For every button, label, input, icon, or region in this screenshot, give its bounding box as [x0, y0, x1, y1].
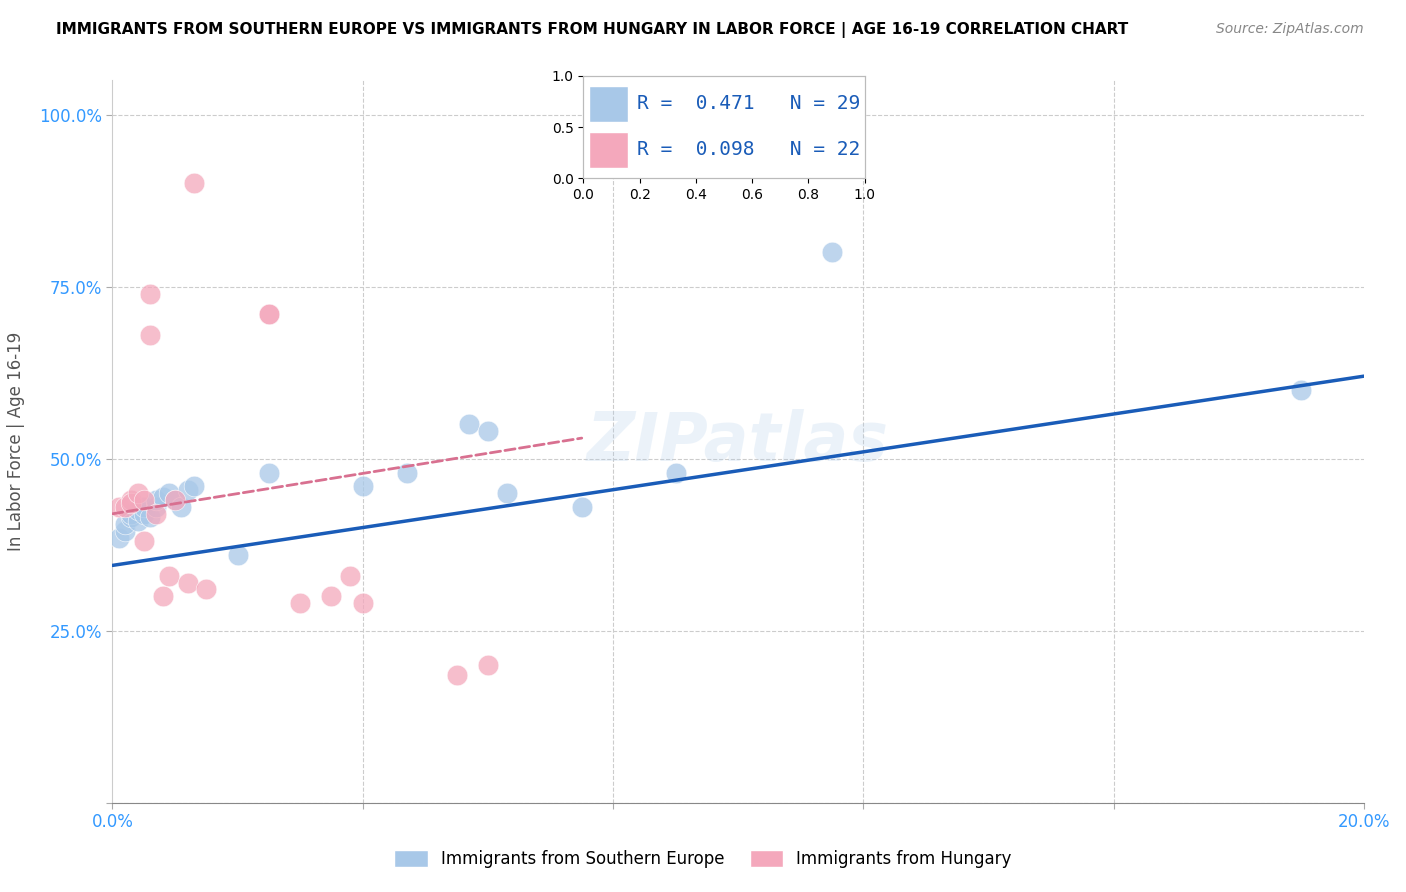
Point	[257, 307, 280, 321]
Point	[571, 500, 593, 514]
Point	[195, 582, 218, 597]
Text: R =  0.098   N = 22: R = 0.098 N = 22	[637, 140, 860, 159]
Text: IMMIGRANTS FROM SOUTHERN EUROPE VS IMMIGRANTS FROM HUNGARY IN LABOR FORCE | AGE : IMMIGRANTS FROM SOUTHERN EUROPE VS IMMIG…	[56, 22, 1129, 38]
Point	[477, 424, 499, 438]
Point	[145, 507, 167, 521]
Point	[132, 534, 155, 549]
Point	[664, 466, 686, 480]
Text: ZIPatlas: ZIPatlas	[588, 409, 889, 475]
Point	[477, 658, 499, 673]
Point	[176, 483, 198, 497]
Point	[120, 496, 142, 510]
Legend: Immigrants from Southern Europe, Immigrants from Hungary: Immigrants from Southern Europe, Immigra…	[388, 843, 1018, 875]
Point	[107, 531, 129, 545]
Point	[395, 466, 418, 480]
Point	[107, 500, 129, 514]
Point	[257, 466, 280, 480]
Point	[163, 493, 186, 508]
Point	[152, 590, 174, 604]
Point	[139, 286, 162, 301]
Point	[321, 590, 343, 604]
Bar	[589, 87, 628, 122]
Point	[114, 524, 136, 538]
Point	[132, 493, 155, 508]
Point	[183, 177, 205, 191]
Point	[176, 575, 198, 590]
Point	[163, 493, 186, 508]
Point	[152, 490, 174, 504]
Y-axis label: In Labor Force | Age 16-19: In Labor Force | Age 16-19	[7, 332, 25, 551]
Point	[183, 479, 205, 493]
Bar	[589, 132, 628, 168]
Point	[145, 493, 167, 508]
Point	[226, 548, 249, 562]
Point	[114, 517, 136, 532]
Point	[145, 500, 167, 514]
Point	[139, 510, 162, 524]
Point	[1291, 383, 1313, 397]
Point	[120, 493, 142, 508]
Point	[170, 500, 193, 514]
Point	[139, 327, 162, 342]
Point	[446, 668, 468, 682]
Point	[120, 507, 142, 521]
Point	[132, 507, 155, 521]
Point	[290, 596, 312, 610]
Point	[127, 514, 149, 528]
Point	[495, 486, 517, 500]
Point	[157, 486, 180, 500]
Point	[352, 479, 374, 493]
Point	[120, 510, 142, 524]
Point	[114, 500, 136, 514]
Point	[127, 503, 149, 517]
Point	[458, 417, 481, 432]
Point	[257, 307, 280, 321]
Text: Source: ZipAtlas.com: Source: ZipAtlas.com	[1216, 22, 1364, 37]
Point	[352, 596, 374, 610]
Point	[821, 245, 844, 260]
Text: R =  0.471   N = 29: R = 0.471 N = 29	[637, 94, 860, 113]
Point	[157, 568, 180, 582]
Point	[339, 568, 361, 582]
Point	[132, 500, 155, 514]
Point	[127, 486, 149, 500]
